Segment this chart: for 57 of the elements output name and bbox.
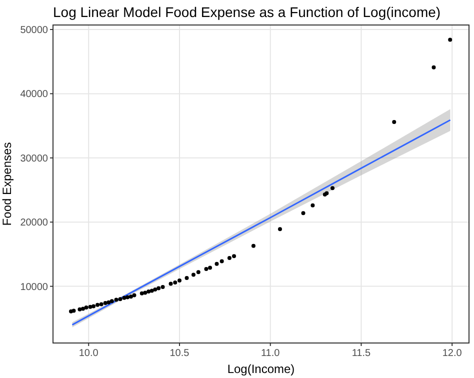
point (118, 297, 122, 302)
point (191, 272, 196, 277)
point (173, 280, 178, 284)
point (103, 301, 108, 305)
x-tick-label: 10.0 (78, 348, 99, 359)
point (106, 300, 111, 304)
x-tick-label: 10.5 (170, 348, 190, 359)
point (153, 288, 158, 292)
y-tick-label: 50000 (20, 24, 48, 36)
point (232, 254, 236, 258)
point (128, 294, 133, 299)
y-tick-label: 30000 (20, 153, 48, 164)
point (80, 306, 85, 311)
point (114, 298, 118, 302)
point (146, 289, 151, 294)
point (156, 286, 161, 290)
point (310, 203, 315, 208)
point (160, 284, 165, 289)
point (84, 305, 88, 310)
point (110, 299, 114, 304)
chart-title: Log Linear Model Food Expense as a Function of Log(income) (53, 4, 441, 20)
point (220, 259, 224, 264)
point (122, 296, 126, 300)
point (78, 307, 82, 312)
y-tick-label: 40000 (20, 89, 48, 100)
point (184, 276, 189, 280)
point (96, 302, 100, 307)
point (88, 304, 92, 309)
point (330, 186, 335, 190)
point (99, 302, 104, 306)
point (251, 244, 256, 248)
x-tick-label: 11.5 (352, 348, 372, 359)
point (278, 227, 282, 232)
point (150, 288, 154, 293)
point (208, 266, 212, 270)
x-tick-label: 12.0 (442, 348, 462, 359)
y-tick-label: 20000 (20, 218, 48, 229)
y-tick-label: 10000 (20, 282, 48, 293)
point (301, 211, 306, 216)
point (72, 308, 76, 313)
x-tick-label: 11.0 (260, 348, 280, 359)
point (143, 290, 148, 295)
point (92, 304, 96, 308)
point (204, 266, 208, 271)
x-axis-title: Log(Income) (227, 362, 295, 376)
point (196, 270, 200, 274)
point (140, 291, 144, 296)
y-axis-title: Food Expenses (0, 142, 14, 226)
point (132, 293, 136, 298)
point (214, 262, 219, 266)
point (126, 295, 130, 300)
point (432, 65, 436, 70)
point (168, 282, 173, 286)
point (448, 38, 452, 42)
point (177, 278, 182, 283)
point (227, 256, 232, 260)
point (392, 120, 396, 124)
